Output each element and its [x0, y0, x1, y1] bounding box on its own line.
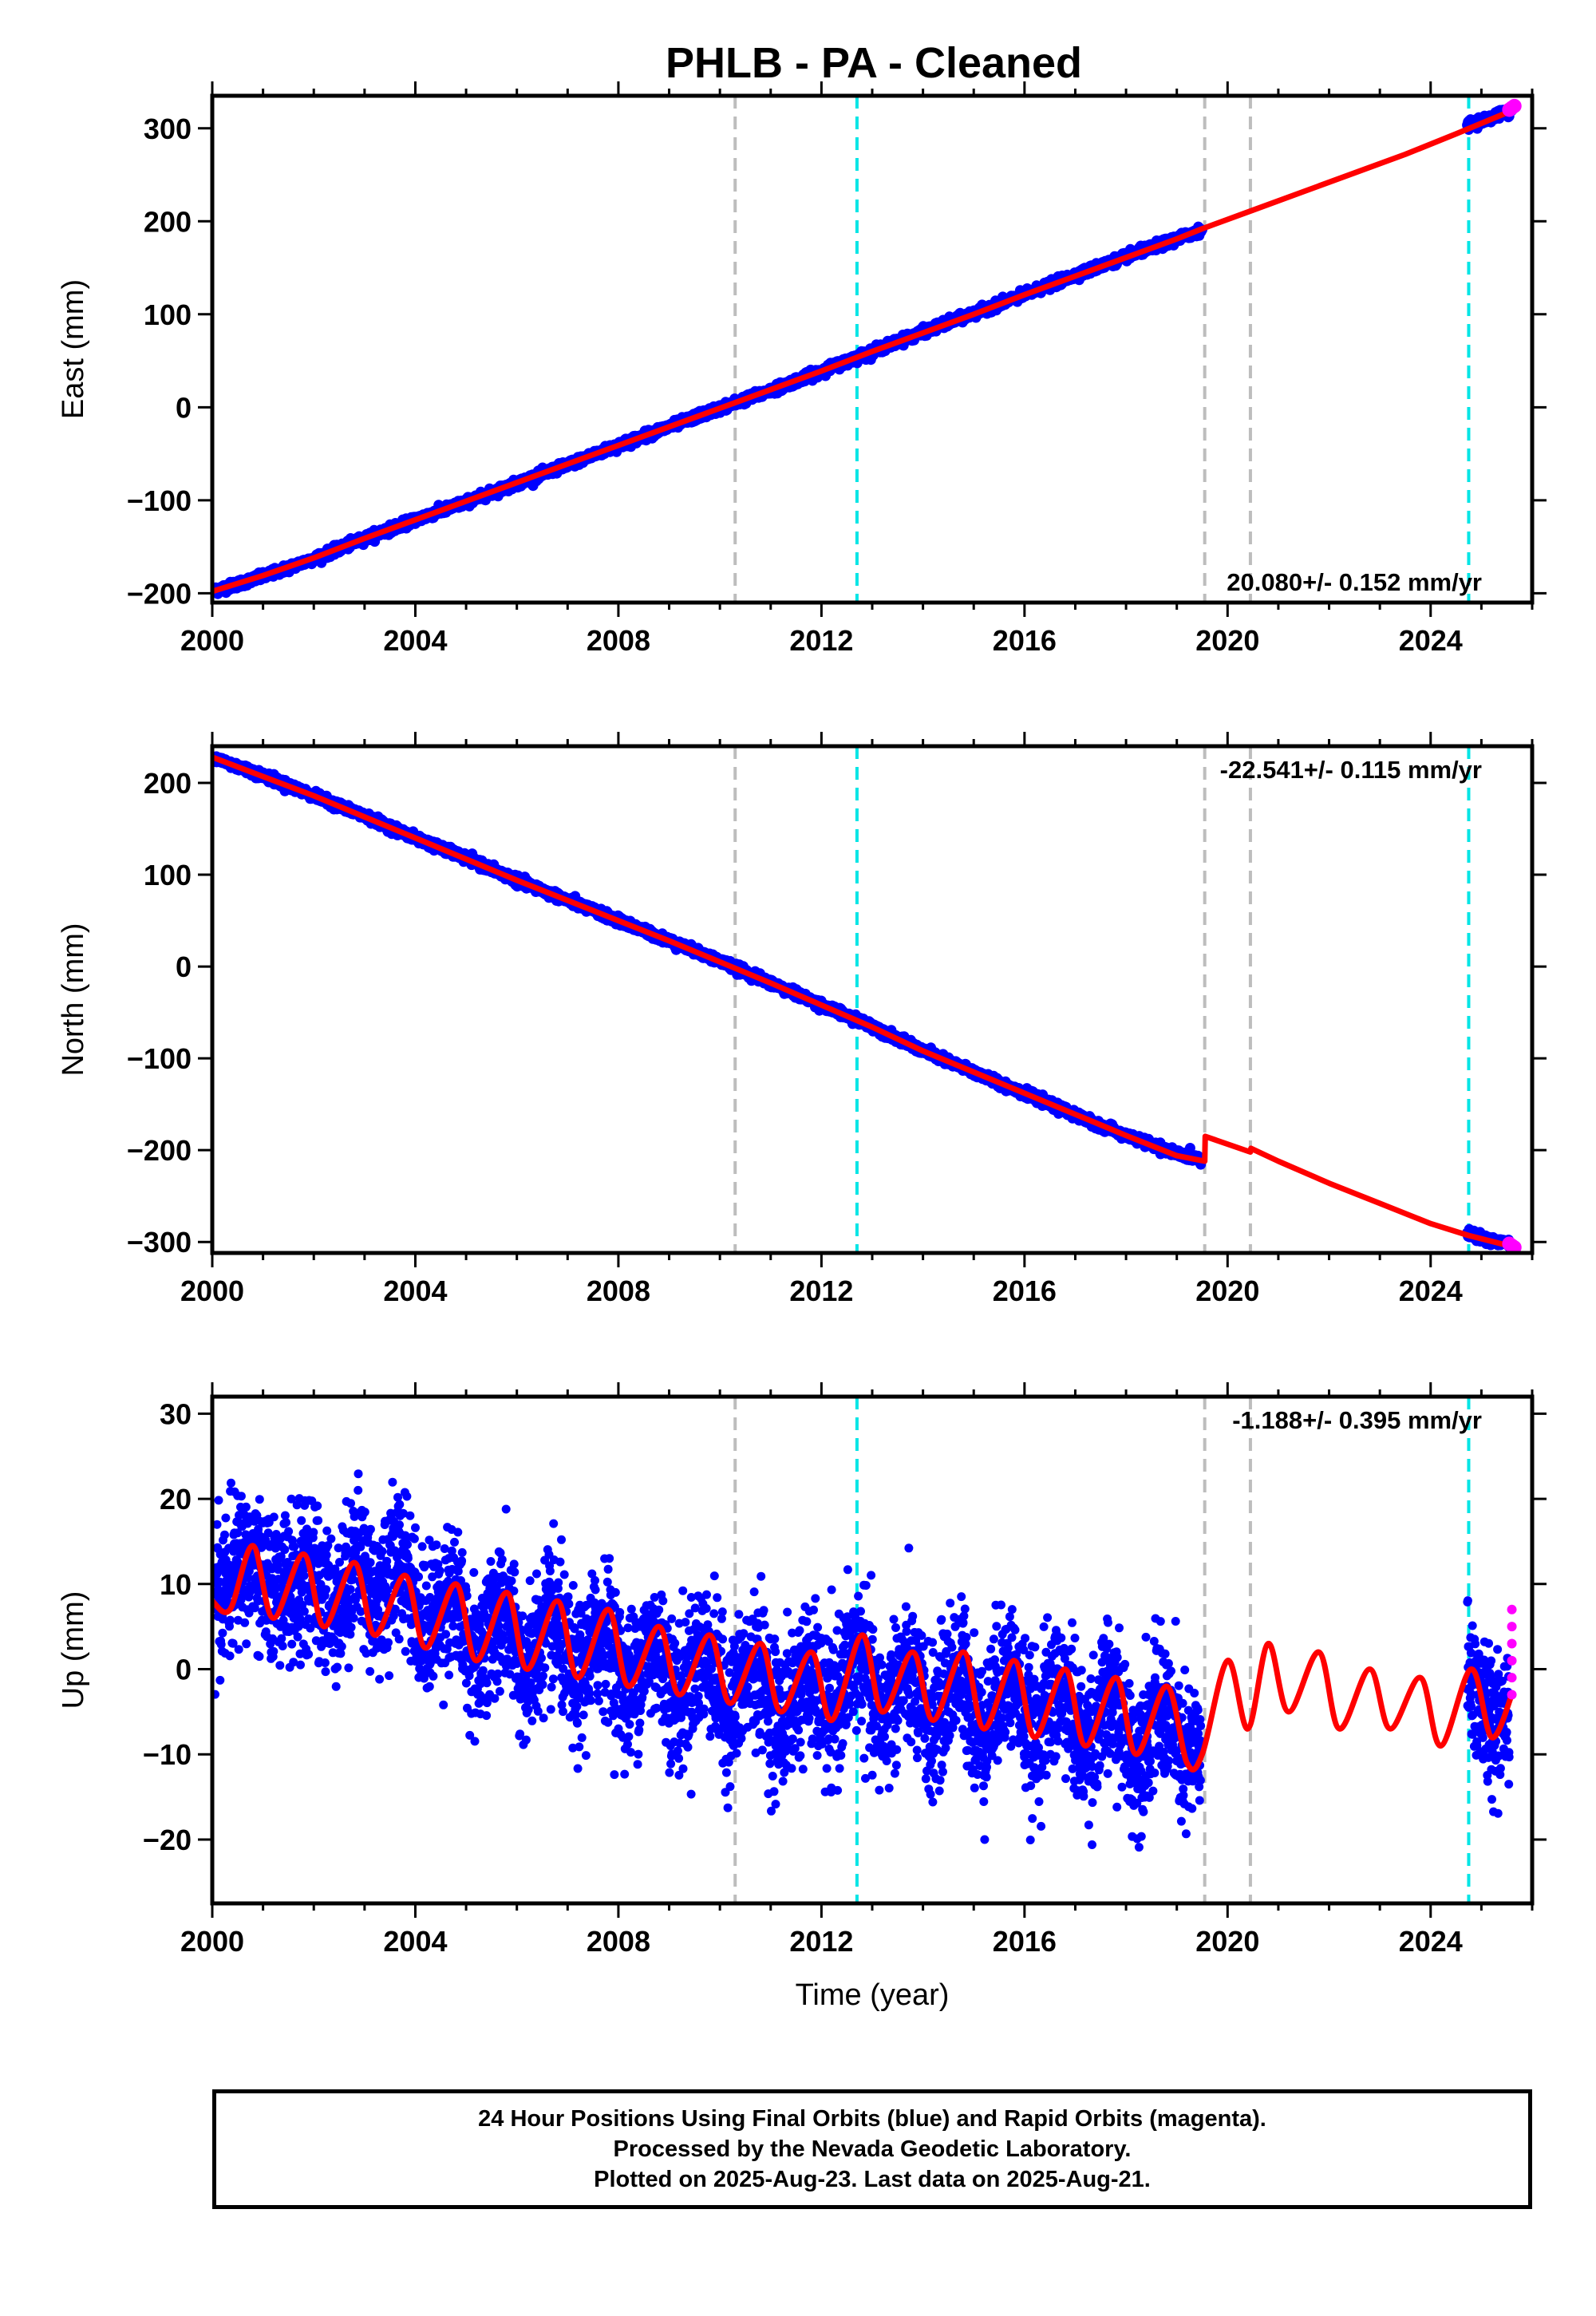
- x-tick-label: 2012: [789, 624, 853, 657]
- y-tick-label: 200: [144, 205, 192, 238]
- y-tick-label: 0: [176, 391, 192, 424]
- x-tick-label: 2016: [993, 624, 1057, 657]
- x-tick-label: 2020: [1195, 624, 1259, 657]
- x-tick-label: 2024: [1399, 624, 1463, 657]
- rapid-orbits-series: [1502, 98, 1522, 117]
- x-tick-label: 2004: [383, 624, 447, 657]
- north-panel: 2000 2004 2008 2012 2016 2020 2024−300−200−100…: [57, 732, 1547, 1307]
- model-line: [212, 108, 1513, 595]
- y-tick-label: −200: [127, 577, 192, 610]
- rapid-orbit-point: [1507, 98, 1522, 113]
- east-panel: 2000 2004 2008 2012 2016 2020 2024 −200 −100 0 100…: [57, 81, 1547, 657]
- rate-label: 20.080+/- 0.152 mm/yr: [1227, 568, 1482, 596]
- chart-title: PHLB - PA - Cleaned: [666, 39, 1082, 87]
- plot-area: [212, 751, 1522, 1253]
- y-tick-label: 300: [144, 113, 192, 145]
- y-tick-label: −100: [127, 484, 192, 517]
- x-tick-label: 2000: [180, 624, 244, 657]
- x-tick-label: 2008: [587, 624, 650, 657]
- y-axis-title: East (mm): [57, 279, 90, 419]
- y-tick-label: 100: [144, 298, 192, 331]
- plot-area: [212, 98, 1522, 599]
